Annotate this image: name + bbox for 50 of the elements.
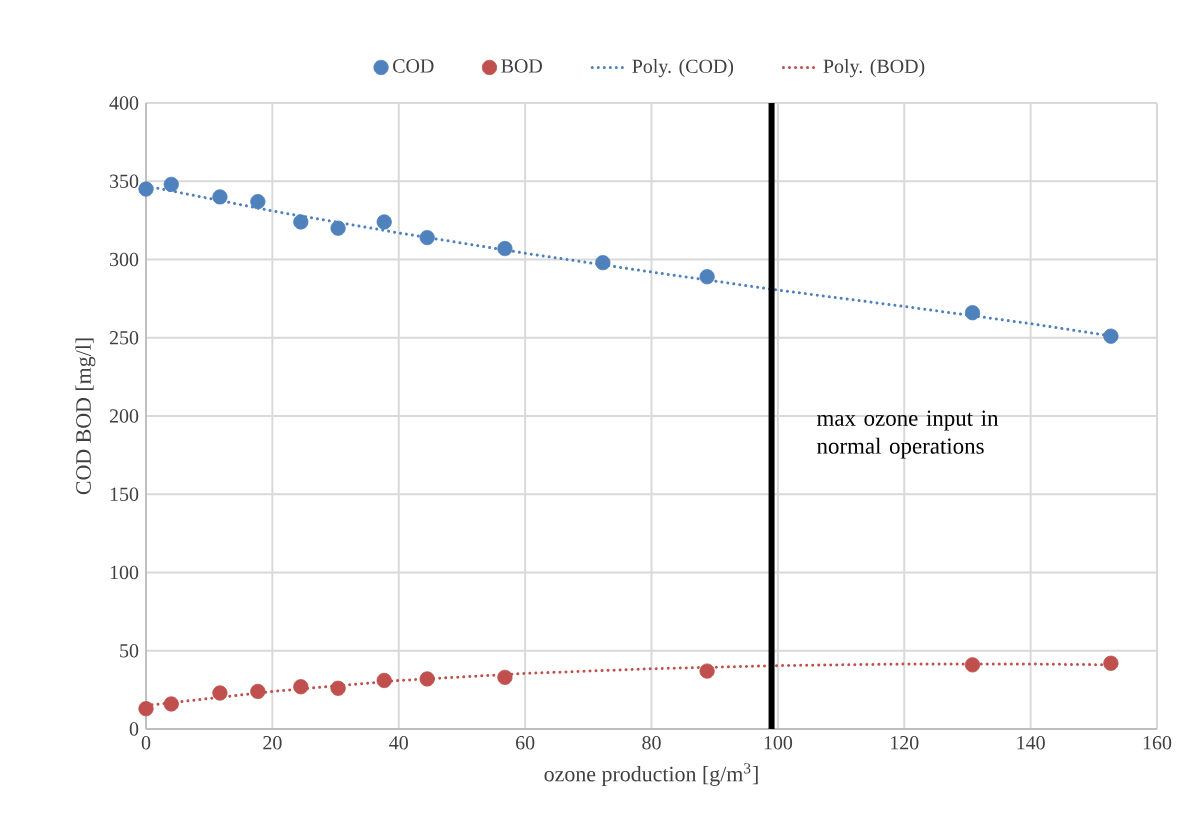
point — [699, 269, 715, 285]
point — [293, 214, 309, 230]
y-tick-label: 350 — [110, 174, 139, 188]
x-tick-label: 100 — [764, 736, 793, 750]
ref-line-label: max ozone input in normal operations — [816, 410, 999, 459]
point — [1103, 328, 1119, 344]
point — [595, 255, 611, 271]
point — [330, 680, 346, 696]
point — [497, 669, 513, 685]
x-axis-title: ozone production [g/m$^{3}$] — [544, 763, 758, 786]
y-tick-label: 150 — [110, 487, 139, 501]
point — [376, 214, 392, 230]
y-tick-label: 250 — [109, 331, 139, 345]
legend-label: BOD — [501, 59, 542, 73]
point — [964, 305, 981, 321]
point — [212, 685, 228, 701]
point — [138, 701, 154, 717]
x-tick-label: 20 — [263, 736, 282, 750]
point — [419, 671, 435, 687]
point — [419, 229, 435, 246]
legend-label: COD — [393, 59, 434, 73]
y-tick-label: 50 — [120, 644, 139, 658]
point — [212, 189, 228, 205]
x-tick-label: 80 — [642, 736, 661, 750]
x-tick-label: 60 — [516, 736, 535, 750]
point — [1103, 655, 1119, 671]
point — [250, 193, 266, 210]
point — [699, 663, 715, 679]
legend-label: Poly. (COD) — [632, 59, 734, 78]
point — [293, 679, 309, 695]
x-tick-label: 160 — [1143, 736, 1172, 750]
x-tick-label: 140 — [1017, 736, 1045, 750]
x-tick-label: 120 — [891, 736, 919, 750]
y-axis-title: COD BOD [mg/l] — [75, 338, 96, 495]
point — [376, 672, 392, 689]
point — [250, 683, 266, 700]
y-tick-label: 400 — [109, 96, 139, 110]
point — [138, 181, 154, 197]
x-tick-label: 40 — [389, 736, 408, 750]
x-tick-label: 0 — [141, 736, 151, 750]
point — [163, 696, 179, 712]
y-tick-label: 200 — [109, 409, 139, 423]
legend-label: Poly. (BOD) — [823, 59, 925, 78]
y-tick-label: 100 — [110, 565, 139, 580]
point — [163, 176, 179, 192]
y-tick-label: 300 — [110, 252, 139, 267]
point — [497, 240, 513, 257]
point — [964, 657, 981, 673]
y-tick-label: 0 — [129, 722, 139, 736]
point — [330, 220, 346, 236]
